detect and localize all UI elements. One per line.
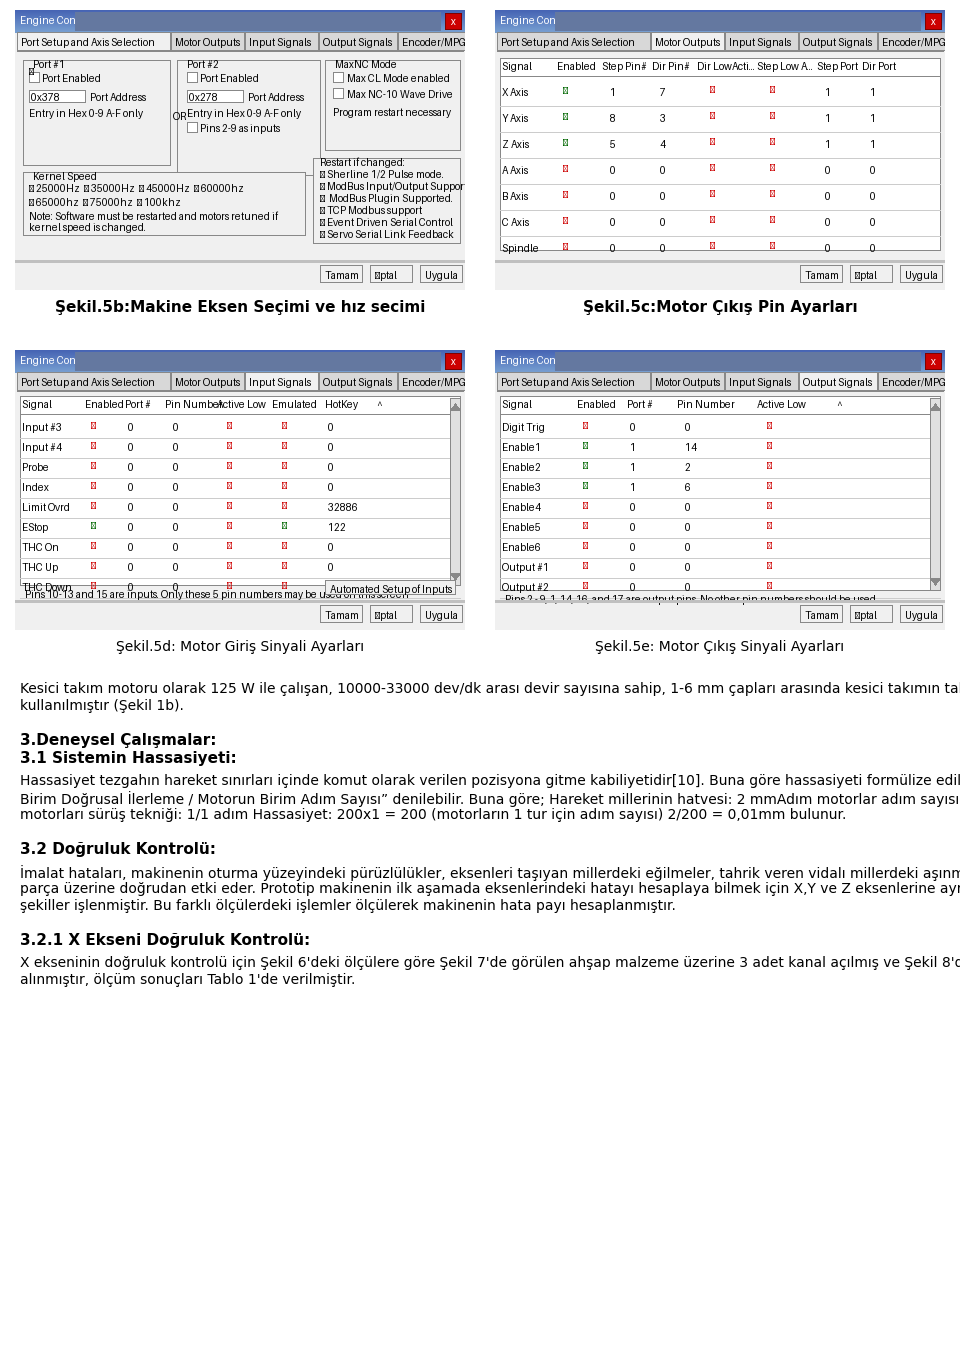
- Text: şekiller işlenmiştir. Bu farklı ölçülerdeki işlemler ölçülerek makinenin hata pa: şekiller işlenmiştir. Bu farklı ölçülerd…: [20, 899, 676, 913]
- Text: Şekil.5b:Makine Eksen Seçimi ve hız secimi: Şekil.5b:Makine Eksen Seçimi ve hız seci…: [55, 300, 425, 315]
- Text: 3.Deneysel Çalışmalar:: 3.Deneysel Çalışmalar:: [20, 733, 217, 748]
- Text: X ekseninin doğruluk kontrolü için Şekil 6'deki ölçülere göre Şekil 7'de görülen: X ekseninin doğruluk kontrolü için Şekil…: [20, 956, 960, 971]
- Text: Şekil.5c:Motor Çıkış Pin Ayarları: Şekil.5c:Motor Çıkış Pin Ayarları: [583, 300, 857, 315]
- Text: Birim Doğrusal İlerleme / Motorun Birim Adım Sayısı” denilebilir. Buna göre; Har: Birim Doğrusal İlerleme / Motorun Birim …: [20, 791, 960, 807]
- Text: 3.2.1 X Ekseni Doğruluk Kontrolü:: 3.2.1 X Ekseni Doğruluk Kontrolü:: [20, 933, 310, 948]
- Text: Hassasiyet tezgahın hareket sınırları içinde komut olarak verilen pozisyona gitm: Hassasiyet tezgahın hareket sınırları iç…: [20, 774, 960, 788]
- Text: parça üzerine doğrudan etki eder. Prototip makinenin ilk aşamada eksenlerindeki : parça üzerine doğrudan etki eder. Protot…: [20, 882, 960, 896]
- Text: İmalat hataları, makinenin oturma yüzeyindeki pürüzlülükler, eksenleri taşıyan m: İmalat hataları, makinenin oturma yüzeyi…: [20, 865, 960, 882]
- Text: Kesici takım motoru olarak 125 W ile çalışan, 10000-33000 dev/dk arası devir say: Kesici takım motoru olarak 125 W ile çal…: [20, 682, 960, 697]
- Text: Şekil.5d: Motor Giriş Sinyali Ayarları: Şekil.5d: Motor Giriş Sinyali Ayarları: [116, 640, 364, 653]
- Text: 3.1 Sistemin Hassasiyeti:: 3.1 Sistemin Hassasiyeti:: [20, 751, 237, 765]
- Text: 3.2 Doğruluk Kontrolü:: 3.2 Doğruluk Kontrolü:: [20, 842, 216, 857]
- Text: motorları sürüş tekniği: 1/1 adım Hassasiyet: 200x1 = 200 (motorların 1 tur için: motorları sürüş tekniği: 1/1 adım Hassas…: [20, 809, 847, 822]
- Text: Şekil.5e: Motor Çıkış Sinyali Ayarları: Şekil.5e: Motor Çıkış Sinyali Ayarları: [595, 640, 845, 653]
- Text: alınmıştır, ölçüm sonuçları Tablo 1'de verilmiştir.: alınmıştır, ölçüm sonuçları Tablo 1'de v…: [20, 973, 355, 987]
- Text: kullanılmıştır (Şekil 1b).: kullanılmıştır (Şekil 1b).: [20, 699, 184, 713]
